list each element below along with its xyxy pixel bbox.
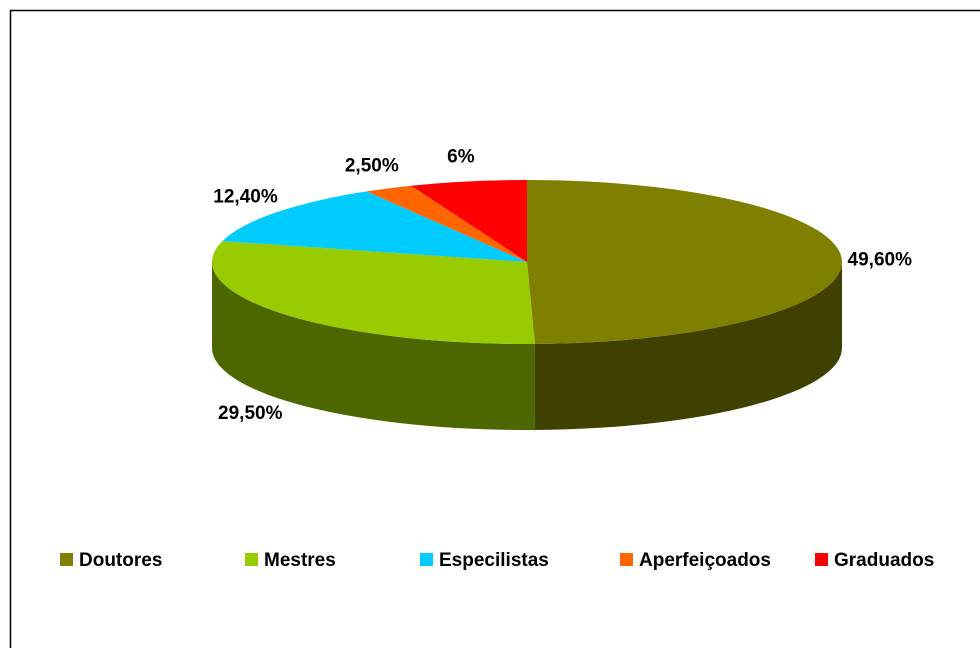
slice-side — [534, 262, 842, 430]
legend-swatch — [620, 553, 633, 566]
legend-label: Mestres — [264, 550, 336, 571]
slice-side — [212, 262, 535, 430]
slice — [411, 180, 527, 262]
legend-swatch — [420, 553, 433, 566]
slice — [366, 185, 527, 262]
data-label: 6% — [447, 146, 475, 167]
legend-label: Especilistas — [439, 550, 549, 571]
legend-label: Aperfeiçoados — [639, 550, 771, 571]
legend-label: Doutores — [79, 550, 162, 571]
legend-label: Graduados — [834, 550, 934, 571]
slice — [527, 180, 842, 344]
slice — [212, 241, 535, 344]
data-label: 29,50% — [218, 403, 283, 424]
legend-swatch — [245, 553, 258, 566]
data-label: 2,50% — [345, 155, 399, 176]
data-label: 49,60% — [848, 250, 913, 271]
slice — [222, 191, 527, 262]
data-label: 12,40% — [213, 187, 278, 208]
legend-swatch — [815, 553, 828, 566]
legend-swatch — [60, 553, 73, 566]
